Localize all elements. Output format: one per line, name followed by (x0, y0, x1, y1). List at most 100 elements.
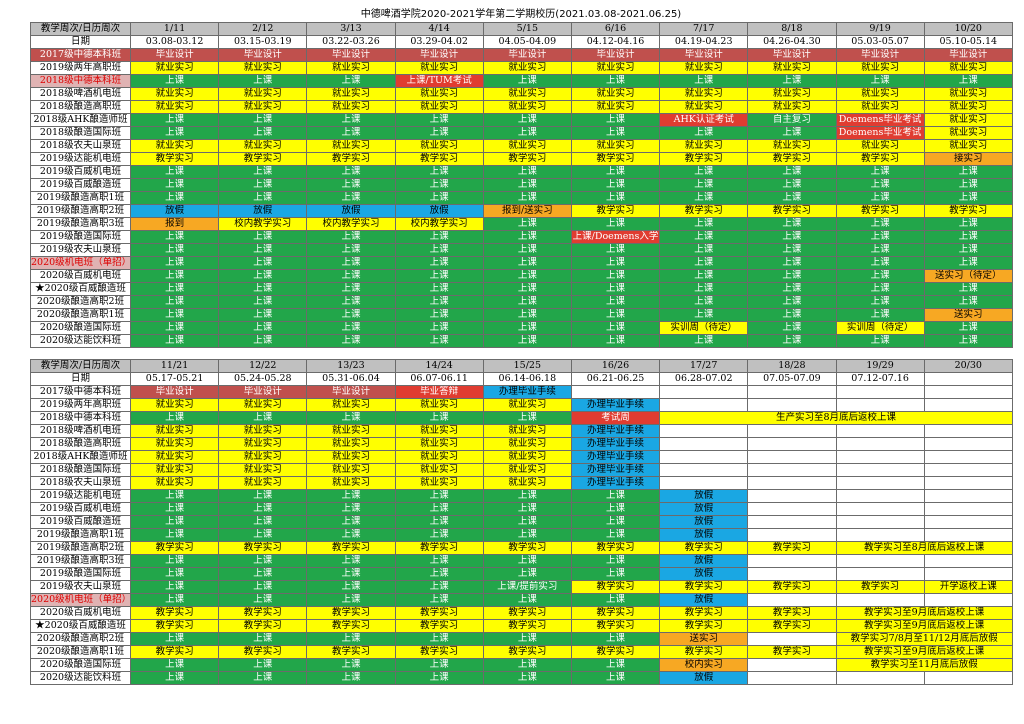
schedule-cell: 就业实习 (306, 87, 396, 101)
schedule-cell: 就业实习 (394, 87, 484, 101)
schedule-cell: 教学实习 (570, 619, 661, 633)
schedule-cell: 教学实习 (835, 204, 925, 218)
schedule-cell: 上课 (129, 126, 220, 140)
schedule-cell: 上课 (129, 243, 220, 257)
class-row: 2020级酿造高职2班 上课 上课 上课 上课 上课 上课 送实习 教学实习7/8月至11/12… (30, 632, 1013, 646)
schedule-cell: 教学实习至11月底后放假 (835, 658, 1013, 672)
schedule-cell: 教学实习 (659, 580, 749, 594)
schedule-cell: 上课 (747, 126, 837, 140)
class-name-cell: 2019级两年高职班 (30, 61, 131, 75)
schedule-cell (835, 385, 925, 399)
schedule-cell: 上课 (129, 580, 220, 594)
schedule-cell: 教学实习 (129, 606, 220, 620)
schedule-cell (659, 424, 749, 438)
schedule-cell: 上课 (747, 308, 837, 322)
schedule-cell: 上课 (394, 256, 484, 270)
class-name-cell: ★2020级百威酿造班 (30, 619, 131, 633)
class-name-cell: 2020级酿造高职1班 (30, 645, 131, 659)
schedule-cell: 上课/提前实习 (482, 580, 572, 594)
schedule-cell: 毕业设计 (129, 48, 220, 62)
schedule-cell: 教学实习 (129, 645, 220, 659)
schedule-cell: 上课 (306, 295, 396, 309)
class-row: 2018级酿造高职班 就业实习 就业实习 就业实习 就业实习 就业实习 办理毕业手续 (30, 437, 1013, 451)
schedule-cell: 上课 (129, 321, 220, 335)
schedule-cell: 上课 (394, 243, 484, 257)
week-number-cell: 1/11 (129, 22, 220, 36)
date-range-cell: 05.31-06.04 (306, 372, 396, 386)
schedule-cell: 上课 (923, 230, 1013, 244)
schedule-cell: 就业实习 (923, 126, 1013, 140)
schedule-cell: 上课 (394, 671, 484, 685)
class-name-cell: 2017级中德本科班 (30, 385, 131, 399)
class-row: 2018级AHK酿造师班 就业实习 就业实习 就业实习 就业实习 就业实习 办理毕业手续 (30, 450, 1013, 464)
schedule-cell: 报到/送实习 (482, 204, 572, 218)
week-number-cell: 20/30 (923, 359, 1013, 373)
schedule-cell (835, 398, 925, 412)
date-range-cell: 06.21-06.25 (570, 372, 661, 386)
schedule-cell: 上课 (570, 217, 661, 231)
schedule-cell: 毕业设计 (482, 48, 572, 62)
date-range-cell: 05.17-05.21 (129, 372, 220, 386)
week-number-cell: 2/12 (218, 22, 308, 36)
class-name-cell: 2019级农夫山泉班 (30, 580, 131, 594)
schedule-cell: 上课 (218, 554, 308, 568)
calendar-title: 中德啤酒学院2020-2021学年第二学期校历(2021.03.08-2021.… (360, 9, 682, 20)
schedule-cell: 上课 (570, 269, 661, 283)
class-row: 2017级中德本科班 毕业设计 毕业设计 毕业设计 毕业答辩 办理毕业手续 (30, 385, 1013, 399)
schedule-cell: 教学实习 (570, 580, 661, 594)
schedule-cell: 上课 (659, 269, 749, 283)
schedule-cell: 上课 (306, 671, 396, 685)
schedule-cell (659, 385, 749, 399)
schedule-cell: 放假 (659, 528, 749, 542)
schedule-cell: 就业实习 (394, 424, 484, 438)
class-name-cell: 2019级百威酿造班 (30, 515, 131, 529)
schedule-cell (747, 385, 837, 399)
class-row: 2020级达能饮料班 上课 上课 上课 上课 上课 上课 上课 上课 上课 上课 (30, 334, 1013, 348)
class-row: 2020级酿造国际班 上课 上课 上课 上课 上课 上课 校内实习 教学实习至11月底后放假 (30, 658, 1013, 672)
schedule-cell: 就业实习 (747, 87, 837, 101)
schedule-cell: 送实习（待定） (923, 269, 1013, 283)
schedule-cell: 上课 (923, 243, 1013, 257)
schedule-cell: 毕业设计 (923, 48, 1013, 62)
schedule-cell: 上课 (482, 191, 572, 205)
schedule-cell: 上课 (570, 528, 661, 542)
class-name-cell: 2020级达能饮料班 (30, 334, 131, 348)
schedule-cell: 就业实习 (129, 450, 220, 464)
schedule-cell: 上课 (218, 502, 308, 516)
schedule-cell: 就业实习 (129, 61, 220, 75)
schedule-cell: 教学实习 (218, 152, 308, 166)
schedule-cell: 就业实习 (129, 476, 220, 490)
schedule-cell: 上课 (394, 515, 484, 529)
class-name-cell: 2019级百威机电班 (30, 502, 131, 516)
class-name-cell: 2019级酿造国际班 (30, 230, 131, 244)
schedule-cell: 上课 (482, 321, 572, 335)
schedule-cell: 上课 (747, 165, 837, 179)
schedule-cell: 上课 (482, 632, 572, 646)
date-range-cell: 04.19-04.23 (659, 35, 749, 49)
class-name-cell: 2018级酿造国际班 (30, 463, 131, 477)
schedule-cell: 上课 (218, 528, 308, 542)
schedule-cell: 上课 (570, 554, 661, 568)
class-name-cell: 2019级酿造高职3班 (30, 217, 131, 231)
schedule-cell: 上课 (835, 178, 925, 192)
class-name-cell: 2017级中德本科班 (30, 48, 131, 62)
schedule-cell: 就业实习 (218, 398, 308, 412)
schedule-cell: 上课 (129, 632, 220, 646)
schedule-cell: 教学实习7/8月至11/12月底后放假 (835, 632, 1013, 646)
class-name-cell: 2018级AHK酿造师班 (30, 113, 131, 127)
schedule-cell: 上课 (923, 217, 1013, 231)
week-number-cell: 15/25 (482, 359, 572, 373)
schedule-cell: 上课 (659, 217, 749, 231)
schedule-cell: 上课 (129, 334, 220, 348)
week-number-cell: 17/27 (659, 359, 749, 373)
schedule-cell: 上课 (835, 295, 925, 309)
schedule-cell: 上课 (306, 658, 396, 672)
schedule-cell: 上课 (659, 165, 749, 179)
schedule-cell: 上课 (218, 126, 308, 140)
schedule-cell: 教学实习 (570, 606, 661, 620)
schedule-cell: 教学实习 (747, 645, 837, 659)
schedule-cell (923, 502, 1013, 516)
schedule-cell: 上课 (923, 282, 1013, 296)
schedule-cell: 就业实习 (482, 476, 572, 490)
schedule-cell: 放假 (659, 502, 749, 516)
